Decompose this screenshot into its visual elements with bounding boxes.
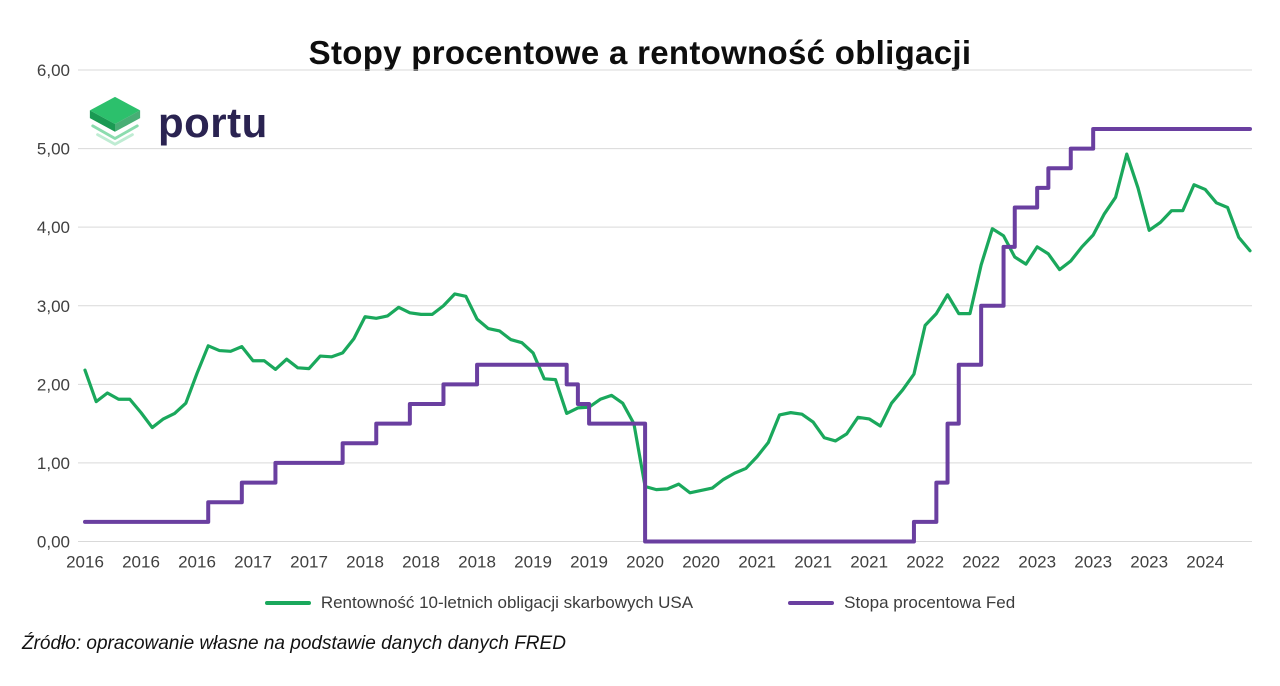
- x-tick-label: 2016: [66, 553, 104, 572]
- y-tick-label: 5,00: [37, 140, 70, 159]
- chart-canvas: 0,00 1,00 2,00 3,00 4,00 5,00 6,00 2016 2016 2016…: [37, 61, 1252, 572]
- x-tick-label: 2016: [178, 553, 216, 572]
- y-tick-label: 4,00: [37, 218, 70, 237]
- chart-title: Stopy procentowe a rentowność obligacji: [308, 34, 972, 72]
- portu-logo-icon: [89, 96, 141, 146]
- x-tick-label: 2022: [906, 553, 944, 572]
- x-tick-label: 2024: [1186, 553, 1224, 572]
- y-tick-label: 0,00: [37, 533, 70, 552]
- x-tick-label: 2020: [682, 553, 720, 572]
- bond-yield-line: [83, 152, 1252, 495]
- x-tick-label: 2021: [738, 553, 776, 572]
- x-tick-label: 2016: [122, 553, 160, 572]
- source-note: Źródło: opracowanie własne na podstawie …: [22, 633, 566, 654]
- x-tick-label: 2019: [514, 553, 552, 572]
- portu-logo-text: portu: [158, 99, 268, 146]
- legend-marker-bond-icon: [264, 601, 311, 605]
- y-tick-label: 1,00: [37, 454, 70, 473]
- x-tick-label: 2017: [290, 553, 328, 572]
- x-tick-label: 2018: [346, 553, 384, 572]
- x-tick-label: 2023: [1018, 553, 1056, 572]
- legend-marker-fed-icon: [788, 601, 835, 605]
- x-tick-label: 2023: [1074, 553, 1112, 572]
- y-tick-label: 6,00: [37, 61, 70, 80]
- y-tick-label: 3,00: [37, 297, 70, 316]
- portu-logo: portu: [84, 94, 268, 152]
- chart-legend: Rentowność 10-letnich obligacji skarbowy…: [0, 593, 1280, 613]
- x-tick-label: 2020: [626, 553, 664, 572]
- x-tick-label: 2017: [234, 553, 272, 572]
- legend-label-bond: Rentowność 10-letnich obligacji skarbowy…: [320, 593, 694, 612]
- legend-label-fed: Stopa procentowa Fed: [844, 593, 1016, 612]
- x-tick-label: 2021: [850, 553, 888, 572]
- legend-item-fed-rate: Stopa procentowa Fed: [788, 593, 1015, 613]
- x-tick-label: 2021: [794, 553, 832, 572]
- y-tick-label: 2,00: [37, 375, 70, 394]
- x-tick-label: 2023: [1130, 553, 1168, 572]
- x-tick-label: 2018: [458, 553, 496, 572]
- fed-rate-line: [83, 126, 1252, 544]
- legend-item-bond-yield: Rentowność 10-letnich obligacji skarbowy…: [264, 593, 694, 613]
- x-tick-label: 2022: [962, 553, 1000, 572]
- x-tick-label: 2018: [402, 553, 440, 572]
- x-tick-label: 2019: [570, 553, 608, 572]
